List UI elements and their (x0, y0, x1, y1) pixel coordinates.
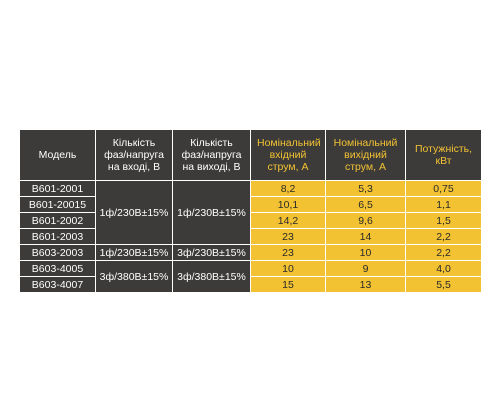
input-phase: 1ф/230В±15% (95, 180, 173, 245)
header-cell: Номінальний вхідний струм, А (250, 129, 326, 181)
model: В601-2003 (19, 228, 96, 245)
output-current: 9 (325, 260, 406, 277)
power: 1,1 (405, 196, 482, 213)
row: В601-2002 14,2 9,6 1,5 (19, 212, 482, 229)
header-cell: Кількість фаз/напруга на виході, В (172, 129, 251, 181)
model: В603-4007 (19, 276, 96, 293)
spec-table: Модель Кількість фаз/напруга на вході, В… (19, 129, 482, 293)
header-cell: Номінальний вихідний струм, А (325, 129, 406, 181)
output-current: 6,5 (325, 196, 406, 213)
output-current: 14 (325, 228, 406, 245)
input-current: 23 (250, 244, 326, 261)
input-phase: 3ф/380В±15% (95, 260, 173, 293)
input-current: 10,1 (250, 196, 326, 213)
power: 4,0 (405, 260, 482, 277)
row: В603-4005 3ф/380В±15% 3ф/380В±15% 10 9 4… (19, 260, 482, 293)
row: В601-20015 10,1 6,5 1,1 (19, 196, 482, 213)
input-current: 15 (250, 276, 326, 293)
input-current: 14,2 (250, 212, 326, 229)
output-current: 13 (325, 276, 406, 293)
output-current: 5,3 (325, 180, 406, 197)
output-phase: 3ф/380В±15% (172, 260, 251, 293)
output-current: 9,6 (325, 212, 406, 229)
row: В601-2001 1ф/230В±15% 1ф/230В±15% 8,2 5,… (19, 180, 482, 245)
input-current: 23 (250, 228, 326, 245)
header-row: Модель Кількість фаз/напруга на вході, В… (19, 129, 482, 181)
header-cell: Кількість фаз/напруга на вході, В (95, 129, 173, 181)
output-current: 10 (325, 244, 406, 261)
power: 2,2 (405, 228, 482, 245)
row: В603-2003 1ф/230В±15% 3ф/230В±15% 23 10 … (19, 244, 482, 261)
model: В601-20015 (19, 196, 96, 213)
power: 2,2 (405, 244, 482, 261)
model: В601-2001 (19, 180, 96, 197)
model: В601-2002 (19, 212, 96, 229)
row: В601-2003 23 14 2,2 (19, 228, 482, 245)
output-phase: 1ф/230В±15% (172, 180, 251, 245)
input-current: 10 (250, 260, 326, 277)
model: В603-4005 (19, 260, 96, 277)
header-cell: Модель (19, 129, 96, 181)
power: 5,5 (405, 276, 482, 293)
input-phase: 1ф/230В±15% (95, 244, 173, 261)
power: 1,5 (405, 212, 482, 229)
output-phase: 3ф/230В±15% (172, 244, 251, 261)
row: В603-4007 15 13 5,5 (19, 276, 482, 293)
power: 0,75 (405, 180, 482, 197)
input-current: 8,2 (250, 180, 326, 197)
header-cell: Потужність, кВт (405, 129, 482, 181)
model: В603-2003 (19, 244, 96, 261)
